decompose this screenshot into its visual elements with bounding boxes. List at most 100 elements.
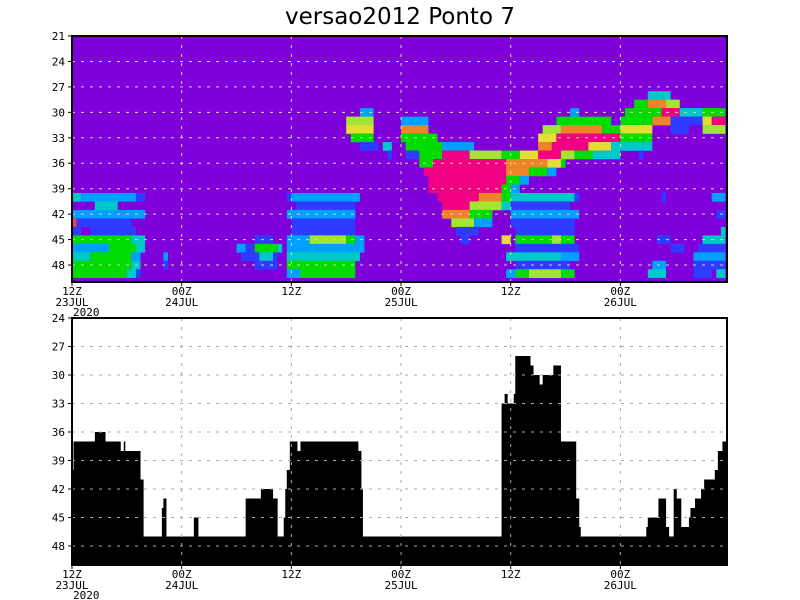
heatmap-cell xyxy=(702,108,726,117)
x-tick-hour-label: 00Z xyxy=(610,285,630,298)
heatmap-cell xyxy=(510,209,580,219)
heatmap-cell xyxy=(506,159,548,168)
heatmap-cell xyxy=(670,125,689,134)
heatmap-cell xyxy=(442,150,470,160)
x-tick-date-label: 26JUL xyxy=(604,296,637,309)
heatmap-cell xyxy=(501,192,511,202)
heatmap-cell xyxy=(556,116,612,126)
heatmap-cell xyxy=(620,116,653,126)
heatmap-cell xyxy=(401,116,429,126)
heatmap-cell xyxy=(602,125,621,134)
area-fill xyxy=(72,356,727,565)
heatmap-cell xyxy=(652,116,671,126)
y-tick-label: 30 xyxy=(52,369,65,382)
y-tick-label: 48 xyxy=(52,540,65,553)
heatmap-cell xyxy=(560,252,580,262)
heatmap-cell xyxy=(647,269,667,279)
heatmap-cell xyxy=(620,125,653,134)
plot-frame xyxy=(71,35,728,283)
heatmap-cell xyxy=(295,201,356,211)
heatmap-cell xyxy=(236,243,246,253)
area-panel: 24273033363942454812Z23JUL202000Z24JUL12… xyxy=(52,312,728,600)
heatmap-cell xyxy=(76,218,132,228)
heatmap-cell xyxy=(286,252,360,262)
heatmap-cell xyxy=(574,192,580,202)
y-tick-label: 27 xyxy=(52,81,65,94)
heatmap-cell xyxy=(693,269,712,279)
heatmap-cell xyxy=(693,260,726,270)
heatmap-cell xyxy=(698,243,726,253)
heatmap-cell xyxy=(72,226,82,236)
x-tick-hour-label: 12Z xyxy=(501,285,521,298)
heatmap-cell xyxy=(291,192,360,202)
heatmap-cell xyxy=(355,235,365,245)
heatmap-cell xyxy=(670,243,685,253)
heatmap-cell xyxy=(241,252,260,262)
y-tick-label: 39 xyxy=(52,455,65,468)
heatmap-cell xyxy=(72,269,127,279)
heatmap-cell xyxy=(666,99,680,109)
heatmap-cell xyxy=(542,125,561,134)
x-tick-hour-label: 00Z xyxy=(391,568,411,581)
y-tick-label: 42 xyxy=(52,483,65,496)
heatmap-cell xyxy=(346,235,356,245)
heatmap-cell xyxy=(515,269,529,279)
heatmap-cell xyxy=(131,235,146,245)
heatmap-cell xyxy=(382,142,392,151)
heatmap-cell xyxy=(560,269,575,279)
heatmap-cell xyxy=(442,201,470,211)
y-tick-label: 30 xyxy=(52,106,65,119)
heatmap-cell xyxy=(126,269,136,279)
heatmap-cell xyxy=(656,235,671,245)
y-tick-label: 42 xyxy=(52,208,65,221)
heatmap-cell xyxy=(131,252,141,262)
x-tick-hour-label: 12Z xyxy=(281,285,301,298)
heatmap-cell xyxy=(661,192,667,202)
x-tick-date-label: 25JUL xyxy=(384,296,417,309)
heatmap-cell xyxy=(506,252,561,262)
heatmap-cell xyxy=(437,192,479,202)
x-tick-date-label: 23JUL xyxy=(55,296,88,309)
heatmap-cell xyxy=(273,252,278,262)
heatmap-cell xyxy=(460,235,470,245)
x-tick-year-label: 2020 xyxy=(73,306,100,319)
heatmap-cell xyxy=(638,150,644,160)
heatmap-cell xyxy=(286,192,292,202)
x-tick-hour-label: 12Z xyxy=(62,285,82,298)
heatmap-cell xyxy=(359,108,374,117)
heatmap-cell xyxy=(510,192,575,202)
heatmap-cell xyxy=(647,99,667,109)
x-tick-hour-label: 12Z xyxy=(281,568,301,581)
heatmap-cell xyxy=(560,125,603,134)
y-tick-label: 24 xyxy=(52,55,66,68)
x-tick-hour-label: 12Z xyxy=(62,568,82,581)
heatmap-cell xyxy=(135,269,141,279)
heatmap-cell xyxy=(286,209,356,219)
heatmap-cell xyxy=(90,226,136,236)
y-tick-label: 45 xyxy=(52,512,65,525)
heatmap-cell xyxy=(611,142,653,151)
heatmap-cell xyxy=(286,243,365,253)
x-tick-date-label: 24JUL xyxy=(165,296,198,309)
heatmap-cell xyxy=(286,269,301,279)
chart-title: versao2012 Ponto 7 xyxy=(285,4,515,30)
heatmap-cell xyxy=(556,133,621,143)
heatmap-cell xyxy=(428,184,502,194)
x-tick-hour-label: 00Z xyxy=(172,568,192,581)
heatmap-cell xyxy=(405,142,443,151)
heatmap-cell xyxy=(716,269,726,279)
y-tick-label: 39 xyxy=(52,183,65,196)
heatmap-cell xyxy=(259,252,274,262)
heatmap-cell xyxy=(510,218,575,228)
x-tick-hour-label: 00Z xyxy=(172,285,192,298)
heatmap-cell xyxy=(560,159,566,168)
y-tick-label: 36 xyxy=(52,426,65,439)
heatmap-cell xyxy=(346,125,374,134)
x-tick-date-label: 26JUL xyxy=(604,579,637,592)
heatmap-cell xyxy=(245,243,255,253)
heatmap-cell xyxy=(634,99,648,109)
heatmap-cell xyxy=(560,150,575,160)
heatmap-cell xyxy=(469,209,493,219)
heatmap-cell xyxy=(90,252,132,262)
heatmap-cell xyxy=(510,201,571,211)
